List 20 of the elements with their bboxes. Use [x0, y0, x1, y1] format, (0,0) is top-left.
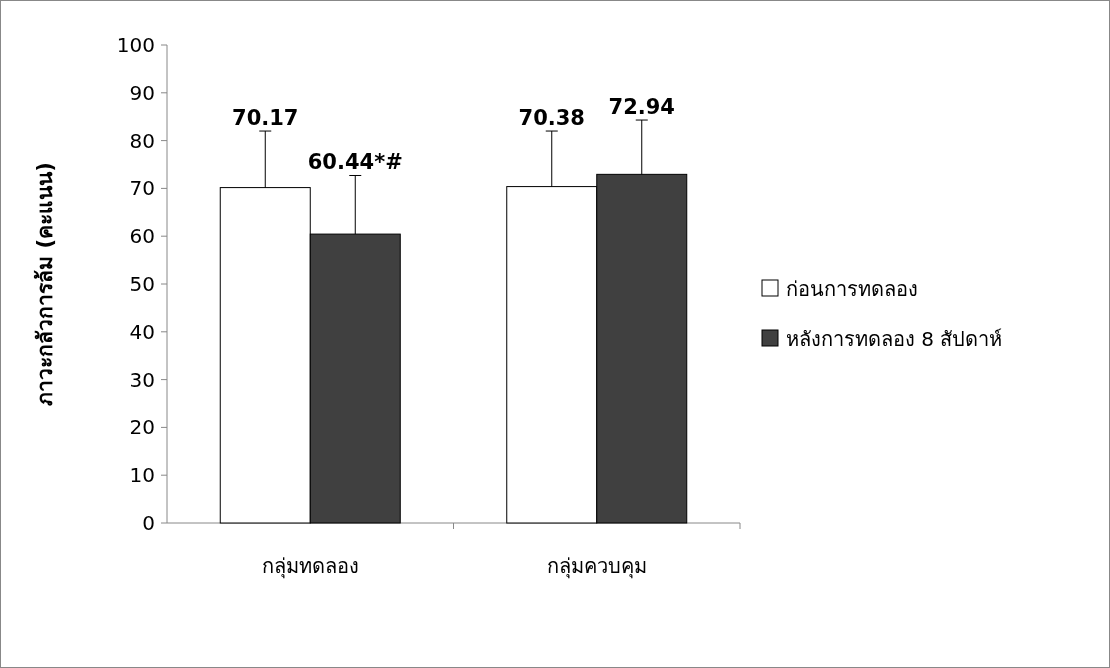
- y-tick-label: 0: [142, 511, 155, 535]
- legend-label: ก่อนการทดลอง: [786, 277, 918, 301]
- y-tick-label: 20: [129, 415, 155, 440]
- x-tick-label: กลุ่มควบคุม: [546, 554, 647, 579]
- y-tick-label: 50: [129, 272, 155, 296]
- data-label: 70.38: [518, 106, 585, 131]
- y-tick-label: 90: [129, 80, 155, 105]
- y-tick-label: 40: [129, 319, 155, 344]
- data-label: 70.17: [232, 106, 299, 131]
- y-tick-label: 70: [129, 176, 155, 201]
- data-label: 60.44*#: [307, 150, 403, 175]
- y-axis-title: ภาวะกลัวการล้ม (คะแนน): [33, 162, 57, 406]
- x-tick-label: กลุ่มทดลอง: [261, 554, 359, 579]
- y-tick-label: 60: [129, 224, 155, 249]
- legend-label: หลังการทดลอง 8 สัปดาห์: [786, 327, 1003, 351]
- y-tick-label: 30: [129, 367, 155, 392]
- y-tick-label: 10: [129, 463, 155, 488]
- y-tick-label: 80: [129, 128, 155, 153]
- y-tick-label: 100: [116, 33, 155, 57]
- data-label: 72.94: [608, 95, 675, 120]
